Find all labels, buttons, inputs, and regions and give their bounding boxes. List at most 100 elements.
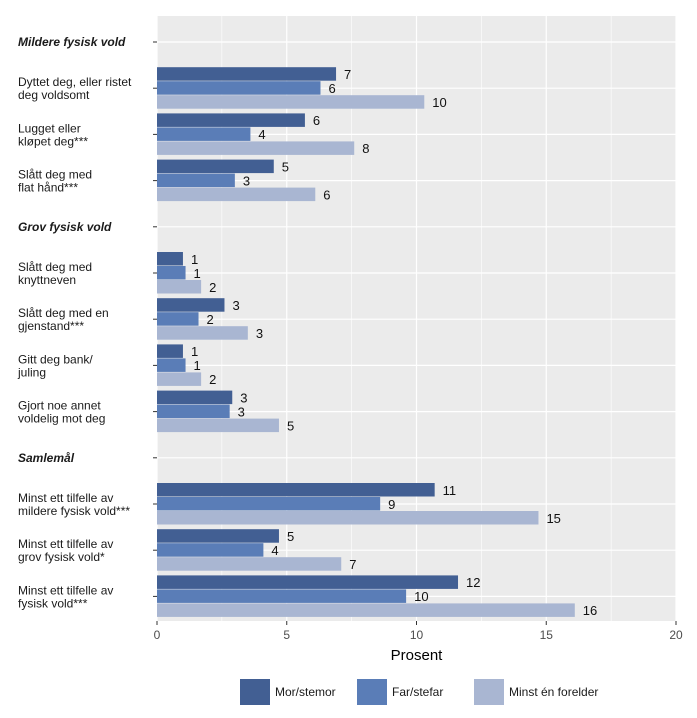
category-label: knyttneven xyxy=(18,273,76,287)
legend-label: Mor/stemor xyxy=(275,685,336,699)
bar xyxy=(157,557,342,571)
x-axis-label: Prosent xyxy=(391,647,444,664)
data-label: 3 xyxy=(232,298,239,313)
legend-key xyxy=(474,679,504,705)
category-label: deg voldsomt xyxy=(18,88,90,102)
bar xyxy=(157,159,274,174)
category-label: Slått deg med xyxy=(18,260,92,274)
bar xyxy=(157,575,459,589)
category-label: Dyttet deg, eller ristet xyxy=(18,75,132,89)
bar xyxy=(157,280,202,294)
x-tick-label: 15 xyxy=(540,628,554,642)
group-header-label: Samlemål xyxy=(18,451,75,465)
data-label: 3 xyxy=(256,326,263,341)
data-label: 3 xyxy=(243,173,250,188)
group-header-label: Mildere fysisk vold xyxy=(18,35,126,49)
category-label: Slått deg med xyxy=(18,168,92,182)
data-label: 16 xyxy=(583,603,597,618)
bar xyxy=(157,390,233,405)
data-label: 1 xyxy=(191,344,198,359)
bar xyxy=(157,497,381,511)
bar xyxy=(157,173,235,188)
bar xyxy=(157,312,199,326)
legend: Mor/stemor Far/stefar Minst én forelder xyxy=(240,679,598,705)
bar xyxy=(157,252,183,266)
bar xyxy=(157,298,225,312)
data-label: 8 xyxy=(362,141,369,156)
bar xyxy=(157,543,264,557)
data-label: 7 xyxy=(349,557,356,572)
data-label: 9 xyxy=(388,497,395,512)
data-label: 3 xyxy=(238,404,245,419)
data-label: 4 xyxy=(258,127,265,142)
category-label: Gitt deg bank/ xyxy=(18,352,93,366)
category-labels: Mildere fysisk vold Dyttet deg, eller ris… xyxy=(17,35,157,610)
category-label: fysisk vold*** xyxy=(18,596,88,610)
x-tick-label: 0 xyxy=(154,628,161,642)
data-label: 6 xyxy=(328,81,335,96)
data-label: 15 xyxy=(546,511,560,526)
data-label: 11 xyxy=(443,483,457,498)
bar xyxy=(157,589,407,603)
bar xyxy=(157,326,248,340)
bar xyxy=(157,266,186,280)
data-label: 12 xyxy=(466,575,480,590)
bars xyxy=(157,67,575,617)
bar xyxy=(157,95,425,109)
data-label: 6 xyxy=(313,113,320,128)
bar xyxy=(157,81,321,95)
data-label: 2 xyxy=(207,312,214,327)
bar xyxy=(157,113,305,127)
data-label: 3 xyxy=(240,390,247,405)
data-label: 7 xyxy=(344,67,351,82)
bar xyxy=(157,529,279,543)
bar xyxy=(157,372,202,386)
data-label: 1 xyxy=(194,266,201,281)
category-label: voldelig mot deg xyxy=(18,412,105,426)
data-label: 4 xyxy=(271,543,278,558)
bar xyxy=(157,344,183,358)
x-tick-label: 20 xyxy=(669,628,683,642)
bar xyxy=(157,404,230,419)
category-label: grov fysisk vold* xyxy=(18,550,105,564)
category-label: Gjort noe annet xyxy=(18,399,101,413)
category-label: Slått deg med en xyxy=(18,306,109,320)
group-header-label: Grov fysisk vold xyxy=(18,220,112,234)
data-label: 2 xyxy=(209,280,216,295)
data-label: 2 xyxy=(209,372,216,387)
category-label: Minst ett tilfelle av xyxy=(18,537,113,551)
bar xyxy=(157,127,251,141)
bar xyxy=(157,187,316,202)
data-label: 1 xyxy=(191,252,198,267)
bar xyxy=(157,511,539,525)
data-label: 6 xyxy=(323,187,330,202)
data-label: 1 xyxy=(194,358,201,373)
data-label: 5 xyxy=(287,418,294,433)
bar xyxy=(157,603,575,617)
data-label: 5 xyxy=(282,159,289,174)
legend-label: Minst én forelder xyxy=(509,685,598,699)
category-label: Minst ett tilfelle av xyxy=(18,491,113,505)
bar xyxy=(157,358,186,372)
category-label: Minst ett tilfelle av xyxy=(18,583,113,597)
bar xyxy=(157,141,355,155)
x-axis-ticks: 0 5 10 15 20 xyxy=(154,621,683,642)
x-tick-label: 10 xyxy=(410,628,424,642)
legend-key xyxy=(240,679,270,705)
legend-key xyxy=(357,679,387,705)
category-label: Lugget eller xyxy=(18,121,81,135)
bar xyxy=(157,483,435,497)
category-label: juling xyxy=(17,365,46,379)
data-label: 5 xyxy=(287,529,294,544)
category-label: gjenstand*** xyxy=(18,319,84,333)
category-label: flat hånd*** xyxy=(18,181,78,195)
bar xyxy=(157,67,337,81)
bar xyxy=(157,418,279,433)
x-tick-label: 5 xyxy=(283,628,290,642)
legend-label: Far/stefar xyxy=(392,685,443,699)
category-label: kløpet deg*** xyxy=(18,134,88,148)
data-label: 10 xyxy=(432,95,446,110)
category-label: mildere fysisk vold*** xyxy=(18,504,130,518)
